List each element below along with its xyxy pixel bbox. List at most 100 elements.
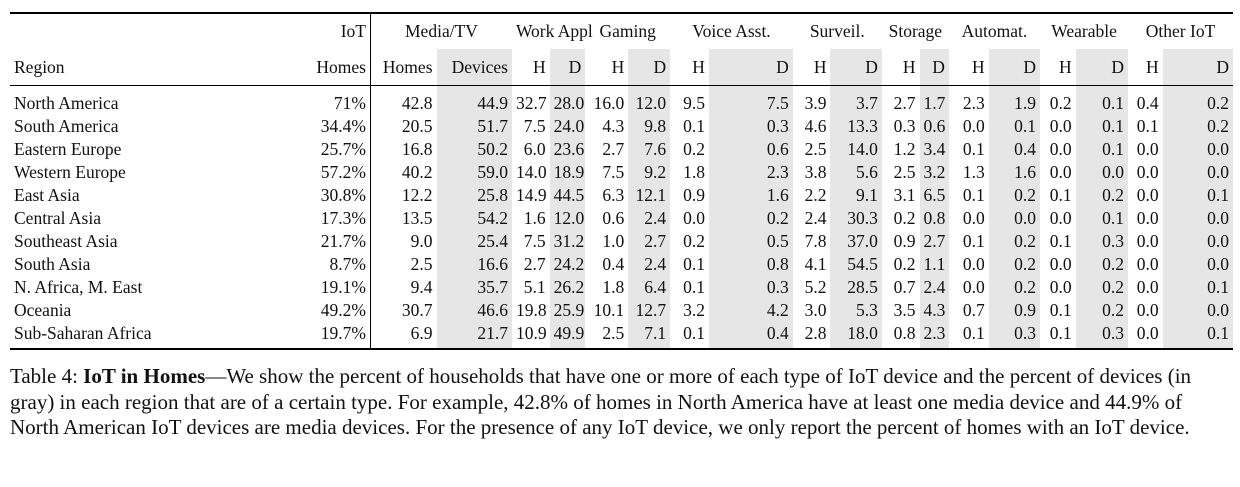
region-cell: N. Africa, M. East xyxy=(14,277,143,297)
value-cell: 2.5 xyxy=(804,139,827,159)
column-header: H xyxy=(585,49,629,86)
value-cell: 3.9 xyxy=(804,93,827,113)
column-header: H xyxy=(1040,49,1076,86)
value-cell: 0.1 xyxy=(1075,115,1129,138)
value-cell: 0.2 xyxy=(893,208,916,228)
value-cell: 1.8 xyxy=(683,162,705,182)
value-cell: 50.2 xyxy=(436,138,512,161)
caption-title: IoT in Homes xyxy=(83,364,206,388)
value-cell: 0.9 xyxy=(988,299,1041,322)
table-row: East Asia 30.8% 12.2 25.8 14.9 44.5 6.3 12.1 0.9… xyxy=(10,184,1233,207)
value-cell: 0.4 xyxy=(1136,93,1159,113)
column-header: Region xyxy=(10,49,193,86)
value-cell: 3.2 xyxy=(683,300,705,320)
column-group-header: Storage xyxy=(881,12,949,49)
value-cell: 0.1 xyxy=(1040,322,1076,350)
region-cell: Eastern Europe xyxy=(14,139,122,159)
value-cell: 0.0 xyxy=(1136,277,1159,297)
value-cell: 3.7 xyxy=(830,85,882,115)
value-cell: 4.6 xyxy=(804,116,827,136)
value-cell: 9.8 xyxy=(628,115,671,138)
column-header: Homes xyxy=(370,49,437,86)
value-cell: 28.5 xyxy=(830,276,882,299)
value-cell: 25.9 xyxy=(549,299,586,322)
value-cell: 0.1 xyxy=(1075,85,1129,115)
column-header: H xyxy=(670,49,709,86)
region-cell: Central Asia xyxy=(14,208,101,228)
value-cell: 0.9 xyxy=(683,185,705,205)
column-header: H xyxy=(792,49,831,86)
value-cell: 2.7 xyxy=(628,230,671,253)
value-cell: 5.1 xyxy=(523,277,546,297)
value-cell: 3.1 xyxy=(893,185,916,205)
value-cell: 0.0 xyxy=(962,208,985,228)
region-cell: North America xyxy=(14,93,119,113)
value-cell: 4.3 xyxy=(919,299,949,322)
value-cell: 0.0 xyxy=(1049,139,1072,159)
value-cell: 0.1 xyxy=(962,231,985,251)
value-cell: 24.2 xyxy=(549,253,586,276)
value-cell: 0.1 xyxy=(1162,322,1233,350)
value-cell: 1.0 xyxy=(602,231,625,251)
value-cell: 16.6 xyxy=(436,253,512,276)
value-cell: 0.0 xyxy=(1162,230,1233,253)
value-cell: 2.5 xyxy=(410,254,433,274)
value-cell: 4.2 xyxy=(708,299,793,322)
value-cell: 31.2 xyxy=(549,230,586,253)
value-cell: 0.2 xyxy=(1075,299,1129,322)
value-cell: 51.7 xyxy=(436,115,512,138)
column-group-header: Media/TV xyxy=(370,12,512,49)
value-cell: 0.2 xyxy=(893,254,916,274)
value-cell: 5.2 xyxy=(804,277,827,297)
value-cell: 7.6 xyxy=(628,138,671,161)
value-cell: 23.6 xyxy=(549,138,586,161)
header-sub-row: Region Homes Homes Devices H D H D H D H D H D H D H D H D xyxy=(10,49,1233,86)
value-cell: 0.8 xyxy=(919,207,949,230)
value-cell: 2.7 xyxy=(893,93,916,113)
value-cell: 16.0 xyxy=(593,93,625,113)
value-cell: 18.9 xyxy=(549,161,586,184)
value-cell: 0.1 xyxy=(962,139,985,159)
value-cell: 0.1 xyxy=(1049,185,1072,205)
value-cell: 40.2 xyxy=(401,162,433,182)
column-header: D xyxy=(988,49,1041,86)
column-header: D xyxy=(1075,49,1129,86)
value-cell: 7.5 xyxy=(523,231,546,251)
value-cell: 5.6 xyxy=(830,161,882,184)
table-body: North America 71% 42.8 44.9 32.7 28.0 16.0 12.0… xyxy=(10,85,1233,350)
value-cell: 1.3 xyxy=(962,162,985,182)
value-cell: 9.4 xyxy=(410,277,433,297)
value-cell: 2.7 xyxy=(919,230,949,253)
value-cell: 0.0 xyxy=(1128,322,1163,350)
value-cell: 19.7% xyxy=(192,322,371,350)
column-header: H xyxy=(948,49,989,86)
value-cell: 0.6 xyxy=(919,115,949,138)
column-header: Homes xyxy=(192,49,371,86)
value-cell: 5.3 xyxy=(830,299,882,322)
value-cell: 12.2 xyxy=(401,185,433,205)
value-cell: 0.6 xyxy=(708,138,793,161)
value-cell: 0.0 xyxy=(1136,231,1159,251)
column-header: D xyxy=(830,49,882,86)
value-cell: 0.0 xyxy=(1049,254,1072,274)
value-cell: 0.1 xyxy=(683,254,705,274)
value-cell: 0.2 xyxy=(708,207,793,230)
value-cell: 12.1 xyxy=(628,184,671,207)
value-cell: 7.5 xyxy=(523,116,546,136)
value-cell: 0.1 xyxy=(988,115,1041,138)
value-cell: 25.4 xyxy=(436,230,512,253)
value-cell: 1.9 xyxy=(988,85,1041,115)
value-cell: 54.2 xyxy=(436,207,512,230)
value-cell: 2.3 xyxy=(962,93,985,113)
value-cell: 30.7 xyxy=(401,300,433,320)
value-cell: 1.6 xyxy=(523,208,546,228)
table-row: South Asia 8.7% 2.5 16.6 2.7 24.2 0.4 2.4 0.1 0.8… xyxy=(10,253,1233,276)
column-group-header: Work Appl xyxy=(511,12,593,49)
value-cell: 9.5 xyxy=(683,93,705,113)
value-cell: 2.7 xyxy=(523,254,546,274)
value-cell: 0.4 xyxy=(602,254,625,274)
value-cell: 14.0 xyxy=(515,162,547,182)
value-cell: 2.5 xyxy=(893,162,916,182)
value-cell: 0.1 xyxy=(1075,138,1129,161)
value-cell: 9.2 xyxy=(628,161,671,184)
